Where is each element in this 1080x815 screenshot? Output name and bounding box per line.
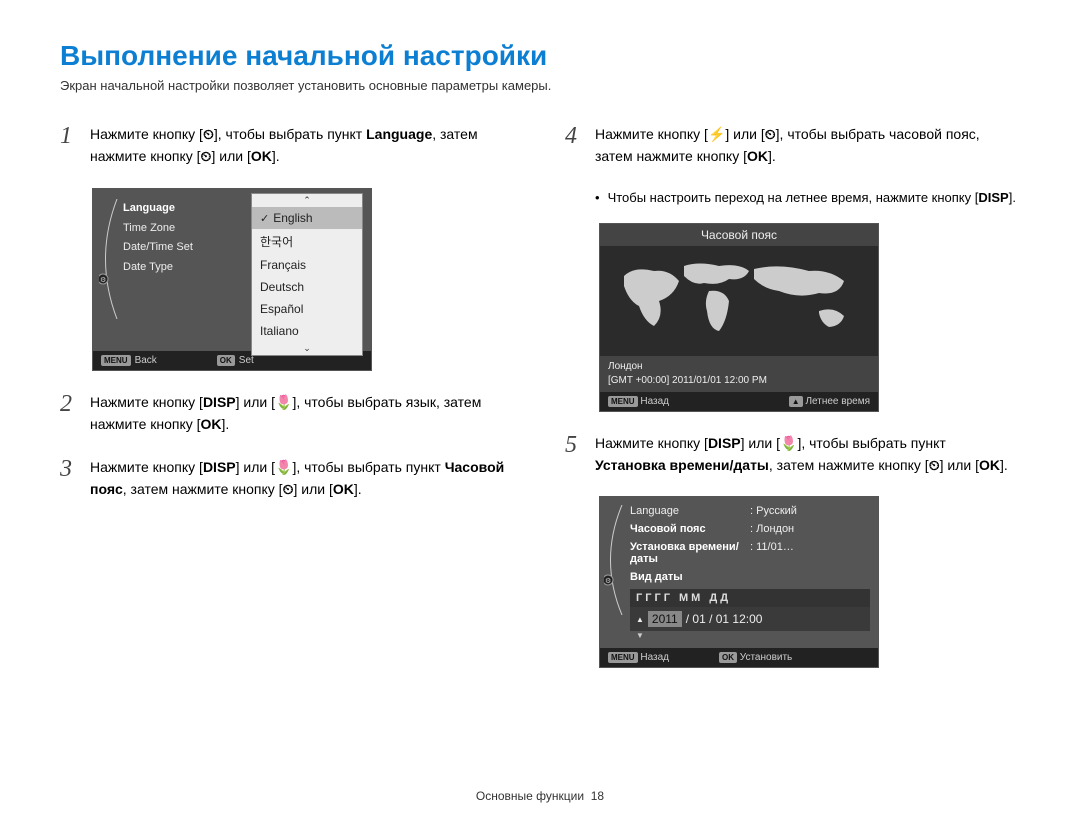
disp-icon: DISP — [978, 190, 1008, 205]
svg-text:⚙: ⚙ — [605, 577, 611, 585]
tz-info: Лондон [GMT +00:00] 2011/01/01 12:00 PM — [600, 356, 878, 392]
row-label: Часовой пояс — [630, 523, 750, 535]
step-number: 3 — [60, 456, 90, 501]
language-option[interactable]: ✓English — [252, 207, 362, 229]
language-option[interactable]: Italiano — [252, 320, 362, 342]
step-text: Нажмите кнопку [⚡] или [⏲], чтобы выбрат… — [595, 123, 1020, 168]
row-value: : Лондон — [750, 523, 870, 535]
tz-gmt: [GMT +00:00] 2011/01/01 12:00 PM — [608, 374, 870, 388]
footer-back[interactable]: MENU Назад — [608, 396, 669, 407]
menu-icon: MENU — [101, 355, 131, 366]
world-map-svg — [609, 251, 869, 351]
step-4-sub: • Чтобы настроить переход на летнее врем… — [595, 188, 1020, 209]
timer-icon: ⏲ — [201, 148, 212, 164]
step-number: 4 — [565, 123, 595, 168]
ok-icon: OK — [217, 355, 235, 366]
step-4: 4 Нажмите кнопку [⚡] или [⏲], чтобы выбр… — [565, 123, 1020, 168]
ok-icon: OK — [747, 148, 768, 164]
row-value: : Русский — [750, 505, 870, 517]
step-number: 2 — [60, 391, 90, 436]
row-label: Вид даты — [630, 571, 750, 583]
ok-icon: OK — [719, 652, 737, 663]
step-number: 5 — [565, 432, 595, 477]
date-editor[interactable]: ▲ 2011 / 01 / 01 12:00 — [630, 607, 870, 631]
row-value: : 11/01… — [750, 541, 870, 565]
table-row: Установка времени/даты : 11/01… — [630, 541, 870, 565]
step-number: 1 — [60, 123, 90, 168]
table-row: Вид даты — [630, 571, 870, 583]
step-text: Нажмите кнопку [DISP] или [🌷], чтобы выб… — [90, 391, 515, 436]
step-3: 3 Нажмите кнопку [DISP] или [🌷], чтобы в… — [60, 456, 515, 501]
lcd-timezone-screen: Часовой пояс Лондон — [599, 223, 879, 412]
table-row: Часовой пояс : Лондон — [630, 523, 870, 535]
ok-icon: OK — [979, 457, 1000, 473]
footer-back[interactable]: MENU Назад — [608, 652, 669, 663]
ok-icon: OK — [251, 148, 272, 164]
flash-icon: ⚡ — [708, 126, 725, 142]
row-label: Установка времени/даты — [630, 541, 750, 565]
step-text: Нажмите кнопку [⏲], чтобы выбрать пункт … — [90, 123, 515, 168]
gear-curve-decor: ⚙ — [99, 199, 121, 319]
menu-item[interactable]: Language — [123, 199, 193, 219]
check-icon: ✓ — [260, 213, 269, 225]
up-icon: ▲ — [636, 615, 644, 624]
language-option[interactable]: Français — [252, 254, 362, 276]
date-format: ГГГГ ММ ДД — [630, 589, 870, 607]
page-footer: Основные функции 18 — [0, 789, 1080, 803]
scroll-up-icon[interactable]: ⌃ — [252, 194, 362, 207]
step-5: 5 Нажмите кнопку [DISP] или [🌷], чтобы в… — [565, 432, 1020, 477]
language-option[interactable]: Español — [252, 298, 362, 320]
language-dropdown[interactable]: ⌃ ✓English 한국어 Français Deutsch Español … — [251, 193, 363, 356]
step-1: 1 Нажмите кнопку [⏲], чтобы выбрать пунк… — [60, 123, 515, 168]
step-text: Нажмите кнопку [DISP] или [🌷], чтобы выб… — [595, 432, 1020, 477]
scroll-down-icon[interactable]: ⌄ — [252, 342, 362, 355]
timer-icon: ⏲ — [283, 481, 294, 497]
footer-set[interactable]: OK Установить — [719, 652, 792, 663]
lcd-language-screen: ⚙ Language Time Zone Date/Time Set Date … — [92, 188, 372, 371]
ok-icon: OK — [333, 481, 354, 497]
lcd-footer: MENU Назад ▲ Летнее время — [600, 392, 878, 411]
menu-icon: MENU — [608, 652, 638, 663]
svg-text:⚙: ⚙ — [100, 276, 106, 284]
timer-icon: ⏲ — [929, 457, 940, 473]
page-title: Выполнение начальной настройки — [60, 40, 1020, 72]
menu-item[interactable]: Time Zone — [123, 219, 193, 239]
footer-set[interactable]: OKSet — [217, 355, 254, 366]
tz-title: Часовой пояс — [600, 224, 878, 246]
menu-item[interactable]: Date Type — [123, 258, 193, 278]
disp-icon: DISP — [203, 459, 236, 475]
macro-icon: 🌷 — [275, 394, 292, 410]
page-subtitle: Экран начальной настройки позволяет уста… — [60, 78, 1020, 93]
ok-icon: OK — [201, 416, 222, 432]
tz-city: Лондон — [608, 360, 870, 374]
timer-icon: ⏲ — [203, 126, 214, 142]
step-text: Нажмите кнопку [DISP] или [🌷], чтобы выб… — [90, 456, 515, 501]
lcd-footer: MENU Назад OK Установить — [600, 648, 878, 667]
footer-dst[interactable]: ▲ Летнее время — [789, 396, 870, 407]
gear-curve-decor: ⚙ — [604, 505, 626, 615]
down-icon: ▼ — [630, 631, 870, 640]
menu-item[interactable]: Date/Time Set — [123, 238, 193, 258]
menu-icon: MENU — [608, 396, 638, 407]
row-label: Language — [630, 505, 750, 517]
year-field[interactable]: 2011 — [648, 611, 682, 627]
timer-icon: ⏲ — [765, 126, 776, 142]
disp-icon: DISP — [708, 435, 741, 451]
date-rest: / 01 / 01 12:00 — [686, 612, 763, 626]
footer-back[interactable]: MENUBack — [101, 355, 157, 366]
language-option[interactable]: 한국어 — [252, 229, 362, 254]
language-option[interactable]: Deutsch — [252, 276, 362, 298]
world-map — [600, 246, 878, 356]
bullet: • — [595, 188, 600, 209]
up-icon: ▲ — [789, 396, 803, 407]
macro-icon: 🌷 — [780, 435, 797, 451]
macro-icon: 🌷 — [275, 459, 292, 475]
lcd-menu-list: Language Time Zone Date/Time Set Date Ty… — [123, 199, 193, 278]
disp-icon: DISP — [203, 394, 236, 410]
step-2: 2 Нажмите кнопку [DISP] или [🌷], чтобы в… — [60, 391, 515, 436]
lcd-datetime-screen: ⚙ Language : Русский Часовой пояс : Лонд… — [599, 496, 879, 668]
table-row: Language : Русский — [630, 505, 870, 517]
